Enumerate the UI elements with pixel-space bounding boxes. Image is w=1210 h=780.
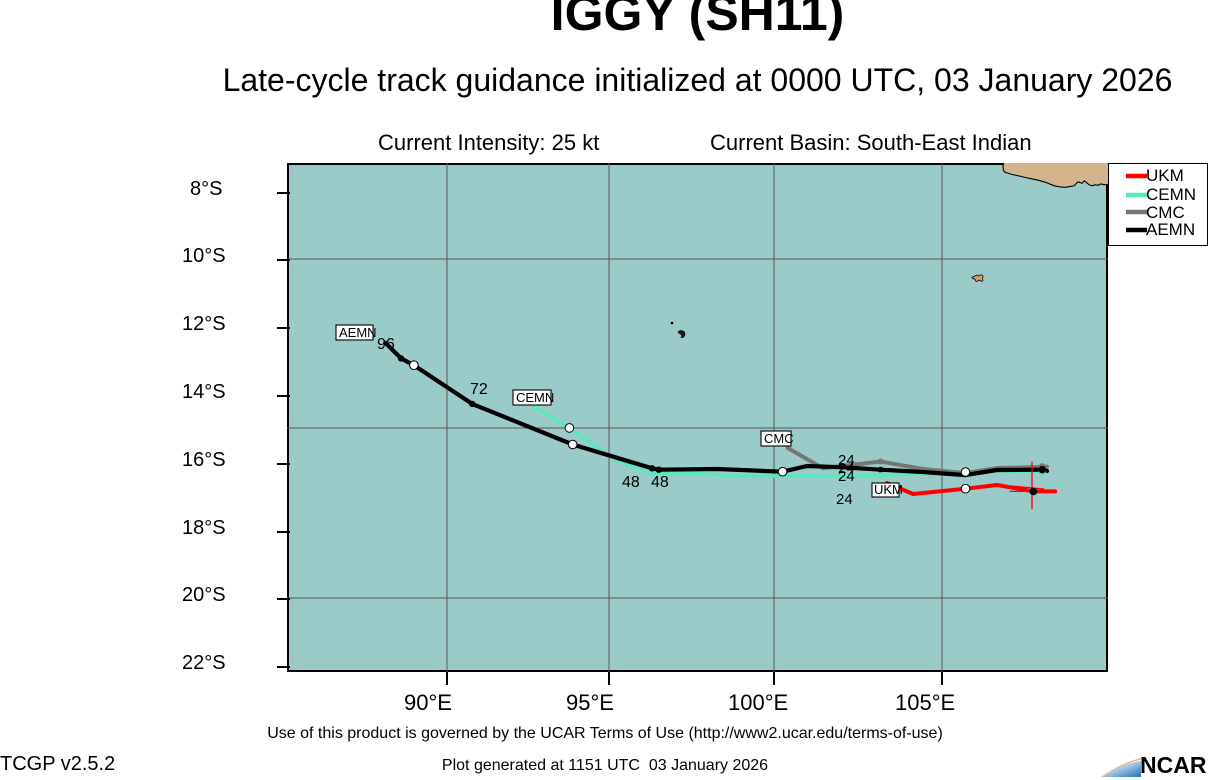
svg-text:UKM: UKM [874, 482, 903, 497]
svg-text:24: 24 [836, 491, 853, 508]
svg-text:48: 48 [622, 474, 640, 491]
svg-text:CEMN: CEMN [516, 390, 554, 405]
svg-text:24: 24 [838, 468, 855, 485]
svg-text:CMC: CMC [764, 431, 794, 446]
svg-text:72: 72 [470, 381, 488, 398]
svg-text:AEMN: AEMN [339, 325, 377, 340]
svg-text:96: 96 [377, 336, 395, 353]
svg-text:48: 48 [651, 474, 669, 491]
